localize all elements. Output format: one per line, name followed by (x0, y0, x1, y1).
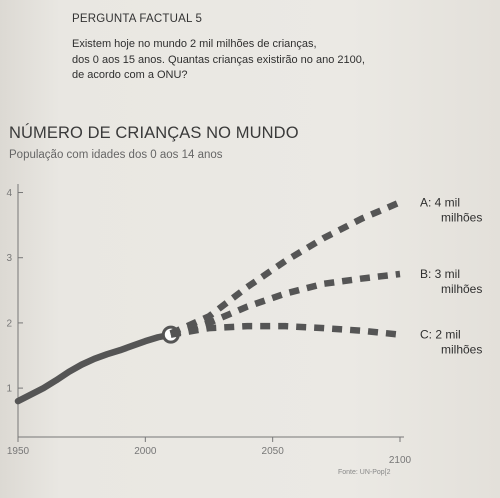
question-line-1: Existem hoje no mundo 2 mil milhões de c… (72, 38, 317, 50)
question-line-2: dos 0 aos 15 anos. Quantas crianças exis… (72, 53, 365, 66)
x-tick-label: 1950 (7, 446, 30, 457)
x-tick-label: 2050 (262, 446, 285, 457)
scenario-line-b (169, 270, 401, 338)
question-text: Existem hoje no mundo 2 mil milhões de c… (72, 37, 442, 84)
historical-series (14, 325, 180, 405)
scenario-line-a (169, 199, 402, 337)
scenario-label-c: C: 2 mil (420, 328, 461, 342)
scenario-label-a: A: 4 mil (420, 195, 460, 209)
scenario-line-c (170, 322, 401, 338)
scenario-label-c-unit: milhões (441, 343, 482, 357)
y-tick-label: 3 (6, 253, 12, 264)
chart-axes: 1 2 3 4 1950 2000 2050 2100 (6, 184, 412, 466)
chart-title: NÚMERO DE CRIANÇAS NO MUNDO (9, 124, 299, 142)
y-tick-label: 1 (6, 384, 12, 395)
chart-subtitle: População com idades dos 0 aos 14 anos (9, 149, 223, 161)
x-tick-label: 2000 (134, 446, 157, 457)
y-tick-label: 4 (6, 188, 12, 199)
scenario-label-a-unit: milhões (441, 210, 482, 224)
y-tick-label: 2 (6, 318, 12, 329)
scenario-label-b: B: 3 mil (420, 267, 460, 281)
question-heading: PERGUNTA FACTUAL 5 (72, 13, 203, 25)
historical-line (14, 331, 175, 405)
projection-scenarios (169, 199, 402, 338)
question-line-3: de acordo com a ONU? (72, 69, 188, 81)
chart-source: Fonte: UN-Pop[2 (338, 469, 391, 476)
x-tick-label: 2100 (389, 455, 412, 466)
scenario-label-b-unit: milhões (441, 282, 482, 296)
